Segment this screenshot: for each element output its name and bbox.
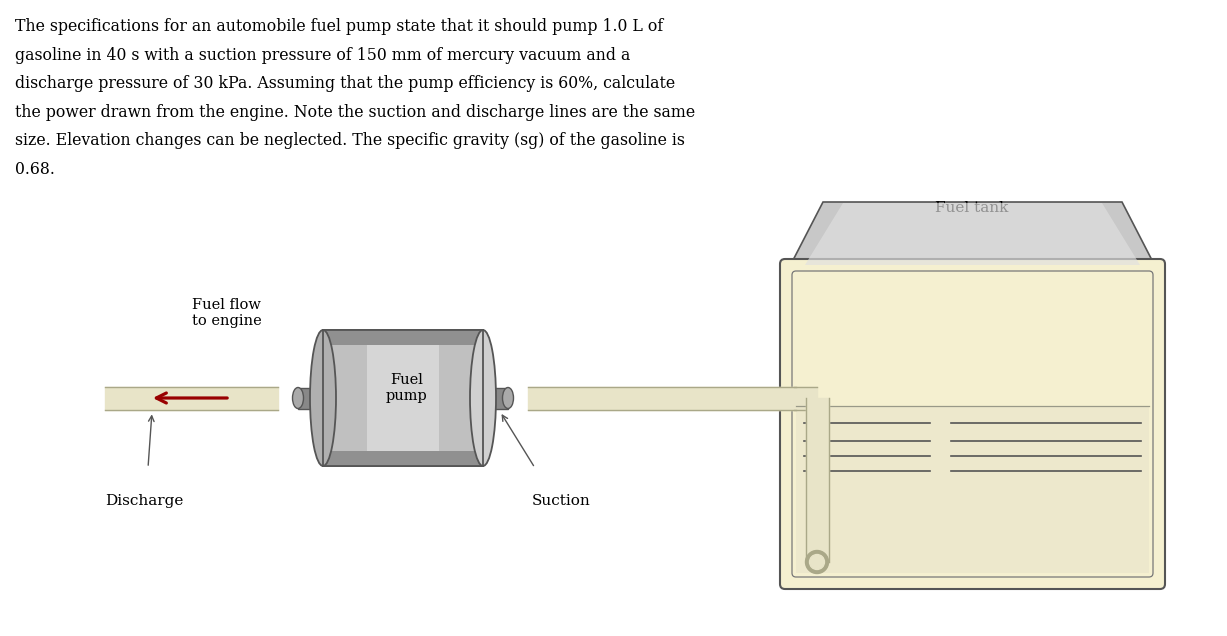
Ellipse shape [292,387,303,408]
Circle shape [810,555,825,569]
Bar [323,330,483,466]
Text: Discharge: Discharge [106,494,183,508]
Text: gasoline in 40 s with a suction pressure of 150 mm of mercury vacuum and a: gasoline in 40 s with a suction pressure… [15,46,631,64]
Bar [483,387,508,408]
Ellipse shape [503,387,514,408]
Ellipse shape [470,330,496,466]
Polygon shape [805,203,1140,265]
Bar [323,330,483,345]
Text: discharge pressure of 30 kPa. Assuming that the pump efficiency is 60%, calculat: discharge pressure of 30 kPa. Assuming t… [15,75,675,92]
Text: Fuel
pump: Fuel pump [387,373,428,403]
Text: Fuel flow
to engine: Fuel flow to engine [191,298,261,328]
FancyBboxPatch shape [780,259,1164,589]
Ellipse shape [310,330,336,466]
Text: The specifications for an automobile fuel pump state that it should pump 1.0 L o: The specifications for an automobile fue… [15,18,664,35]
Text: Fuel tank: Fuel tank [935,201,1009,215]
Bar [323,330,483,466]
Text: the power drawn from the engine. Note the suction and discharge lines are the sa: the power drawn from the engine. Note th… [15,104,696,120]
Text: Suction: Suction [533,494,590,508]
Circle shape [805,551,828,574]
Text: size. Elevation changes can be neglected. The specific gravity (sg) of the gasol: size. Elevation changes can be neglected… [15,132,685,149]
FancyBboxPatch shape [791,271,1153,577]
Bar [323,451,483,466]
Bar [367,330,439,466]
Polygon shape [790,202,1155,266]
Bar [298,387,323,408]
Text: 0.68.: 0.68. [15,160,55,177]
Bar [796,406,1148,573]
